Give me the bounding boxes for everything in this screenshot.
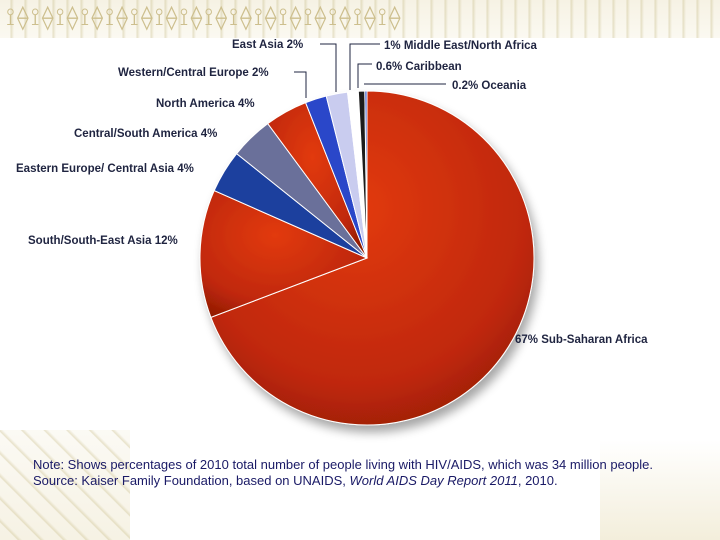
- leader-western-central-europe: [294, 71, 307, 98]
- leader-middle-east-north-africa: [349, 43, 380, 90]
- decorative-corner-shade: [600, 440, 720, 540]
- pie-chart: 67% Sub-Saharan Africa South/South-East …: [16, 39, 648, 426]
- slice-label-middle-east-north-africa: 1% Middle East/North Africa: [384, 40, 538, 52]
- decorative-corner-pattern: [0, 430, 130, 540]
- slice-label-oceania: 0.2% Oceania: [452, 80, 527, 92]
- slice-label-eastern-europe-central-asia: Eastern Europe/ Central Asia 4%: [16, 163, 194, 175]
- note-text: Note: Shows percentages of 2010 total nu…: [33, 457, 654, 472]
- leader-east-asia: [320, 43, 337, 92]
- pie-slice-oceania: [364, 90, 368, 259]
- pie-slice-south-south-east-asia: [199, 189, 369, 319]
- slice-label-caribbean: 0.6% Caribbean: [376, 61, 462, 73]
- slice-label-western-central-europe: Western/Central Europe 2%: [118, 67, 269, 79]
- source-report-title: World AIDS Day Report 2011: [349, 473, 518, 488]
- slice-label-sub-saharan-africa: 67% Sub-Saharan Africa: [515, 334, 648, 346]
- leader-caribbean: [357, 63, 372, 88]
- slice-label-south-southeast-asia: South/South-East Asia 12%: [28, 235, 178, 247]
- decorative-pattern-icon: ⟟⟠⟟⟠⟟⟠⟟⟠⟟⟠⟟⟠⟟⟠⟟⟠⟟⟠⟟⟠⟟⟠⟟⟠⟟⟠⟟⟠⟟⟠⟟⟠: [6, 3, 403, 31]
- pie-slice-sub-saharan-africa: [210, 90, 535, 426]
- slice-label-north-america: North America 4%: [156, 98, 255, 110]
- source-text: Source: Kaiser Family Foundation, based …: [33, 473, 558, 488]
- slice-label-central-south-america: Central/South America 4%: [74, 128, 217, 140]
- decorative-header-band: ⟟⟠⟟⟠⟟⟠⟟⟠⟟⟠⟟⟠⟟⟠⟟⟠⟟⟠⟟⟠⟟⟠⟟⟠⟟⟠⟟⟠⟟⟠⟟⟠: [0, 0, 720, 38]
- chart-note: Note: Shows percentages of 2010 total nu…: [33, 457, 703, 489]
- slice-label-east-asia: East Asia 2%: [232, 39, 303, 51]
